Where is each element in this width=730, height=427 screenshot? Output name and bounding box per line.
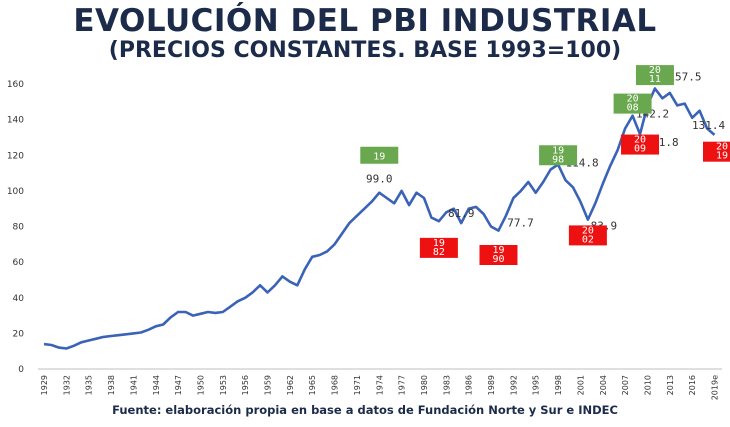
x-tick-label: 1950 bbox=[196, 375, 205, 395]
badge-box bbox=[360, 146, 399, 164]
trough-year-badge: 2019 bbox=[703, 141, 730, 162]
badge-text: 11 bbox=[649, 74, 661, 85]
badge-text: 19 bbox=[373, 151, 385, 162]
badge-text: 20 bbox=[716, 142, 728, 153]
x-tick-label: 1959 bbox=[264, 375, 273, 395]
peak-year-badge: 1998 bbox=[539, 145, 578, 166]
x-tick-label: 1965 bbox=[308, 375, 317, 395]
x-tick-label: 1992 bbox=[509, 375, 518, 395]
badge-box bbox=[621, 134, 660, 155]
x-axis: 1929 1932 1935 1938 1941 1944 1947 1950 1953 1956… bbox=[38, 368, 722, 400]
badge-text: 19 bbox=[552, 145, 564, 156]
x-tick-label: 1980 bbox=[420, 375, 429, 395]
x-tick-label: 1974 bbox=[375, 375, 384, 395]
x-tick-label: 1932 bbox=[62, 375, 71, 395]
source-note: Fuente: elaboración propia en base a dat… bbox=[112, 403, 618, 417]
x-tick-label: 1989 bbox=[487, 375, 496, 395]
x-tick-label: 1929 bbox=[40, 375, 49, 395]
y-tick-label: 120 bbox=[7, 151, 24, 161]
x-tick-label: 1935 bbox=[85, 375, 94, 395]
x-tick-label: 1947 bbox=[174, 375, 183, 395]
x-tick-label: 1995 bbox=[532, 375, 541, 395]
badge-box bbox=[479, 245, 518, 265]
x-tick-label: 1953 bbox=[219, 375, 228, 395]
badge-text: 98 bbox=[552, 154, 564, 165]
badge-box bbox=[613, 93, 652, 114]
y-tick-label: 60 bbox=[13, 258, 25, 268]
badge-box bbox=[703, 141, 730, 162]
badge-box bbox=[539, 145, 578, 166]
badge-text: 02 bbox=[582, 234, 594, 245]
x-tick-label: 2001 bbox=[576, 375, 585, 395]
badge-text: 09 bbox=[634, 144, 646, 155]
y-axis: 0 20 40 60 80 100 120 140 160 bbox=[7, 80, 24, 375]
x-tick-label: 1998 bbox=[554, 375, 563, 395]
x-tick-label: 1962 bbox=[286, 375, 295, 395]
series-line bbox=[43, 87, 716, 350]
x-tick-label: 1956 bbox=[241, 375, 250, 395]
badge-box bbox=[568, 225, 607, 246]
y-tick-label: 0 bbox=[18, 365, 24, 375]
badge-text: 19 bbox=[492, 245, 504, 256]
badge-text: 20 bbox=[634, 135, 646, 146]
x-tick-label: 2019e bbox=[711, 375, 720, 400]
y-tick-label: 160 bbox=[7, 80, 24, 90]
badge-text: 90 bbox=[492, 254, 504, 265]
y-tick-label: 80 bbox=[13, 223, 25, 233]
badge-text: 20 bbox=[649, 65, 661, 76]
x-tick-label: 1977 bbox=[398, 375, 407, 395]
badge-box bbox=[419, 237, 458, 258]
x-tick-label: 1944 bbox=[152, 375, 161, 395]
x-tick-label: 2004 bbox=[599, 375, 608, 395]
badge-box bbox=[635, 65, 674, 86]
x-tick-label: 1983 bbox=[442, 375, 451, 395]
x-tick-label: 1941 bbox=[129, 375, 138, 395]
badge-text: 82 bbox=[433, 247, 445, 258]
y-tick-label: 20 bbox=[13, 329, 25, 339]
chart-subtitle: (PRECIOS CONSTANTES. BASE 1993=100) bbox=[108, 38, 622, 63]
x-tick-label: 1968 bbox=[331, 375, 340, 395]
badge-text: 20 bbox=[627, 94, 639, 105]
data-label: 81.9 bbox=[448, 207, 475, 220]
y-tick-label: 100 bbox=[7, 187, 24, 197]
badge-text: 20 bbox=[582, 225, 594, 236]
data-label: 131.4 bbox=[692, 119, 725, 132]
data-label: 99.0 bbox=[366, 173, 393, 186]
x-tick-label: 1986 bbox=[465, 375, 474, 395]
chart-title: EVOLUCIÓN DEL PBI INDUSTRIAL bbox=[73, 3, 657, 39]
data-label: 77.7 bbox=[507, 217, 534, 230]
x-tick-label: 2010 bbox=[643, 375, 652, 395]
badge-text: 19 bbox=[433, 238, 445, 249]
y-tick-label: 140 bbox=[7, 116, 24, 126]
x-tick-label: 2013 bbox=[666, 375, 675, 395]
x-tick-label: 2016 bbox=[688, 375, 697, 395]
y-tick-label: 40 bbox=[13, 294, 25, 304]
x-tick-label: 2007 bbox=[621, 375, 630, 395]
badge-text: 08 bbox=[627, 103, 639, 114]
badge-text: 19 bbox=[716, 151, 728, 162]
peak-year-badge: 19 bbox=[360, 146, 399, 164]
data-label: 157.5 bbox=[668, 70, 701, 83]
x-tick-label: 1971 bbox=[353, 375, 362, 395]
x-tick-label: 1938 bbox=[107, 375, 116, 395]
